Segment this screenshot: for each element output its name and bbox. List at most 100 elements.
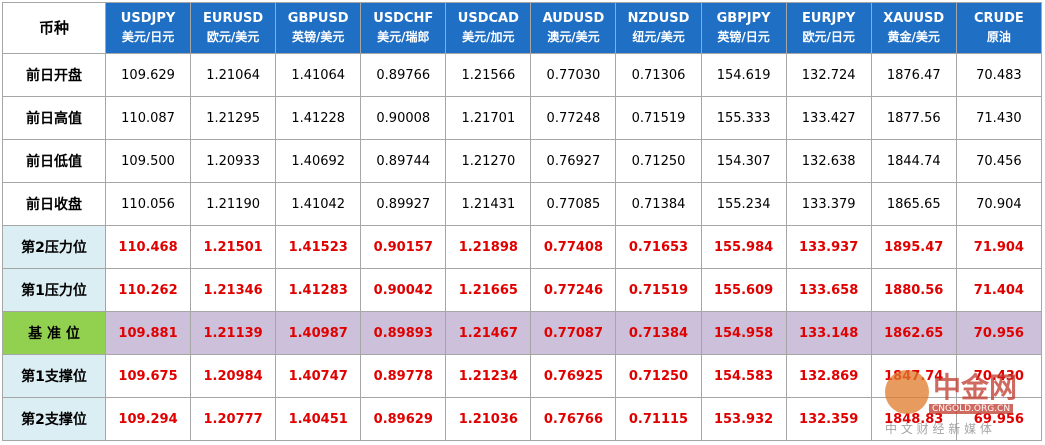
column-header: AUDUSD 澳元/美元 [530, 2, 617, 54]
value-cell: 0.76766 [530, 397, 617, 441]
value-cell: 1.21467 [445, 311, 532, 355]
value-cell: 0.77030 [530, 53, 617, 97]
column-code: CRUDE [974, 11, 1024, 26]
column-name: 纽元/美元 [632, 30, 685, 44]
value-cell: 133.937 [785, 225, 872, 269]
value-cell: 0.71384 [615, 182, 702, 226]
table-row: 第1支撑位 109.675 1.20984 1.40747 0.89778 1.21234… [2, 354, 1043, 398]
value-cell: 1.21270 [445, 139, 532, 183]
value-cell: 133.658 [785, 268, 872, 312]
value-cell: 133.148 [785, 311, 872, 355]
value-cell: 1862.65 [870, 311, 957, 355]
value-cell: 155.333 [700, 96, 787, 140]
column-code: EURUSD [203, 11, 264, 26]
table-row: 第1压力位 110.262 1.21346 1.41283 0.90042 1.21665… [2, 268, 1043, 312]
value-cell: 1.20933 [190, 139, 277, 183]
value-cell: 0.89629 [360, 397, 447, 441]
value-cell: 1.20777 [190, 397, 277, 441]
row-label: 前日收盘 [2, 182, 106, 226]
column-name: 美元/瑞郎 [377, 30, 430, 44]
value-cell: 71.404 [955, 268, 1043, 312]
value-cell: 1.41042 [275, 182, 362, 226]
value-cell: 0.89893 [360, 311, 447, 355]
value-cell: 109.629 [104, 53, 192, 97]
value-cell: 132.869 [785, 354, 872, 398]
value-cell: 1.41228 [275, 96, 362, 140]
column-header: CRUDE 原油 [955, 2, 1043, 54]
value-cell: 70.456 [955, 139, 1043, 183]
value-cell: 1876.47 [870, 53, 957, 97]
value-cell: 132.359 [785, 397, 872, 441]
value-cell: 1.21346 [190, 268, 277, 312]
value-cell: 109.881 [104, 311, 192, 355]
table-row: 基 准 位 109.881 1.21139 1.40987 0.89893 1.21467… [2, 311, 1043, 355]
column-code: USDJPY [120, 11, 176, 26]
column-code: NZDUSD [627, 11, 690, 26]
value-cell: 1895.47 [870, 225, 957, 269]
value-cell: 154.619 [700, 53, 787, 97]
row-label: 第2压力位 [2, 225, 106, 269]
column-name: 欧元/美元 [206, 30, 260, 44]
table-row: 第2压力位 110.468 1.21501 1.41523 0.90157 1.21898… [2, 225, 1043, 269]
value-cell: 0.71115 [615, 397, 702, 441]
watermark-domain: CNGOLD.ORG.CN [929, 404, 1014, 414]
column-header: XAUUSD 黄金/美元 [870, 2, 957, 54]
value-cell: 70.430 [955, 354, 1043, 398]
row-label: 第2支撑位 [2, 397, 106, 441]
watermark-brand: 中金网 [933, 371, 1018, 404]
value-cell: 0.71384 [615, 311, 702, 355]
value-cell: 0.77248 [530, 96, 617, 140]
value-cell: 0.90157 [360, 225, 447, 269]
value-cell: 155.984 [700, 225, 787, 269]
value-cell: 109.294 [104, 397, 192, 441]
value-cell: 1877.56 [870, 96, 957, 140]
value-cell: 70.483 [955, 53, 1043, 97]
column-name: 澳元/美元 [547, 30, 600, 44]
value-cell: 70.956 [955, 311, 1043, 355]
value-cell: 110.262 [104, 268, 192, 312]
value-cell: 0.71250 [615, 354, 702, 398]
value-cell: 0.89766 [360, 53, 447, 97]
column-header: USDCHF 美元/瑞郎 [360, 2, 447, 54]
table-row: 前日开盘 109.629 1.21064 1.41064 0.89766 1.21566 0… [2, 53, 1043, 97]
column-code: USDCAD [457, 11, 519, 26]
table-row: 前日低值 109.500 1.20933 1.40692 0.89744 1.21270 0… [2, 139, 1043, 183]
column-name: 美元/加元 [462, 30, 515, 44]
table-row: 前日高值 110.087 1.21295 1.41228 0.90008 1.21701 0… [2, 96, 1043, 140]
value-cell: 71.430 [955, 96, 1043, 140]
column-header: USDJPY 美元/日元 [104, 2, 192, 54]
column-code: EURJPY [802, 11, 856, 26]
value-cell: 1.21665 [445, 268, 532, 312]
value-cell: 1844.74 [870, 139, 957, 183]
value-cell: 1.21139 [190, 311, 277, 355]
value-cell: 110.056 [104, 182, 192, 226]
value-cell: 0.89927 [360, 182, 447, 226]
value-cell: 0.77408 [530, 225, 617, 269]
column-header: EURJPY 欧元/日元 [785, 2, 872, 54]
row-label: 基 准 位 [2, 311, 106, 355]
value-cell: 0.77246 [530, 268, 617, 312]
value-cell: 154.958 [700, 311, 787, 355]
value-cell: 153.932 [700, 397, 787, 441]
value-cell: 1880.56 [870, 268, 957, 312]
value-cell: 0.71519 [615, 96, 702, 140]
column-name: 原油 [986, 30, 1011, 44]
value-cell: 1.21701 [445, 96, 532, 140]
value-cell: 0.90008 [360, 96, 447, 140]
value-cell: 133.427 [785, 96, 872, 140]
column-header: GBPJPY 英镑/日元 [700, 2, 787, 54]
column-name: 英镑/日元 [717, 30, 770, 44]
row-label: 第1压力位 [2, 268, 106, 312]
column-header: NZDUSD 纽元/美元 [615, 2, 702, 54]
value-cell: 110.468 [104, 225, 192, 269]
value-cell: 1.21431 [445, 182, 532, 226]
value-cell: 1.40987 [275, 311, 362, 355]
watermark-logo [885, 370, 929, 414]
value-cell: 155.609 [700, 268, 787, 312]
column-name: 美元/日元 [121, 30, 175, 44]
column-name: 欧元/日元 [802, 30, 855, 44]
value-cell: 1.21064 [190, 53, 277, 97]
watermark-slogan: 中 文 财 经 新 媒 体 [885, 422, 992, 436]
table-row: 前日收盘 110.056 1.21190 1.41042 0.89927 1.21431 0… [2, 182, 1043, 226]
